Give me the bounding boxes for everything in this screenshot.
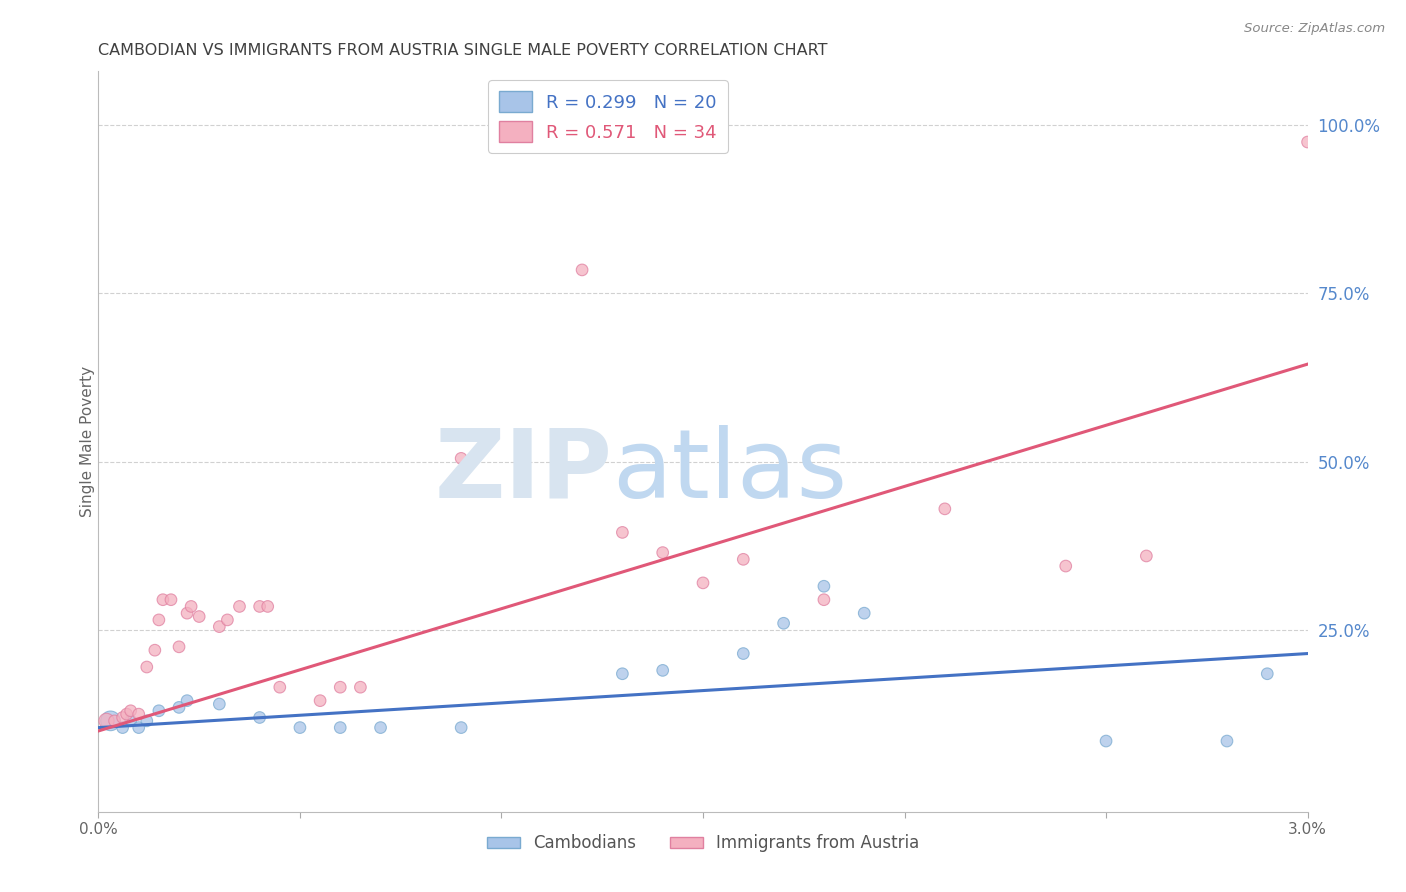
Point [228,599,250,614]
Point [651,664,673,678]
Point [160,592,183,607]
Point [692,575,714,590]
Point [1095,734,1118,748]
Point [309,694,332,708]
Text: ZIP: ZIP [434,425,613,517]
Point [612,525,634,540]
Point [249,599,271,614]
Point [167,700,190,714]
Point [143,643,166,657]
Point [135,714,157,728]
Point [152,592,174,607]
Point [651,546,673,560]
Point [1216,734,1239,748]
Point [249,710,271,724]
Point [111,721,134,735]
Point [1296,135,1319,149]
Point [120,714,142,728]
Point [288,721,311,735]
Point [733,552,755,566]
Point [370,721,392,735]
Point [188,609,211,624]
Point [269,680,291,694]
Legend: Cambodians, Immigrants from Austria: Cambodians, Immigrants from Austria [479,828,927,859]
Point [176,606,198,620]
Point [1135,549,1157,563]
Point [120,704,142,718]
Text: Source: ZipAtlas.com: Source: ZipAtlas.com [1244,22,1385,36]
Y-axis label: Single Male Poverty: Single Male Poverty [80,366,94,517]
Text: CAMBODIAN VS IMMIGRANTS FROM AUSTRIA SINGLE MALE POVERTY CORRELATION CHART: CAMBODIAN VS IMMIGRANTS FROM AUSTRIA SIN… [98,43,828,58]
Point [450,721,472,735]
Point [180,599,202,614]
Point [329,680,352,694]
Point [349,680,371,694]
Point [450,451,472,466]
Point [612,666,634,681]
Point [813,579,835,593]
Point [934,501,956,516]
Point [176,694,198,708]
Point [128,707,150,722]
Point [167,640,190,654]
Text: atlas: atlas [613,425,848,517]
Point [853,606,876,620]
Point [772,616,794,631]
Point [256,599,278,614]
Point [148,704,170,718]
Point [128,721,150,735]
Point [329,721,352,735]
Point [208,620,231,634]
Point [96,714,118,728]
Point [148,613,170,627]
Point [813,592,835,607]
Point [208,697,231,711]
Point [111,710,134,724]
Point [135,660,157,674]
Point [1256,666,1278,681]
Point [1054,559,1077,574]
Point [100,714,122,728]
Point [217,613,239,627]
Point [571,263,593,277]
Point [115,707,138,722]
Point [103,714,125,728]
Point [733,647,755,661]
